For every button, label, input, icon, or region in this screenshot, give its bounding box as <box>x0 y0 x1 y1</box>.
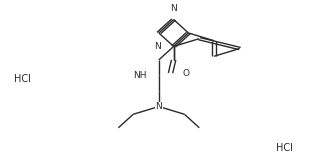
Text: N: N <box>170 4 177 13</box>
Text: N: N <box>154 42 161 51</box>
Text: O: O <box>183 69 190 78</box>
Text: HCl: HCl <box>14 74 31 84</box>
Text: NH: NH <box>133 71 146 80</box>
Text: HCl: HCl <box>276 143 293 153</box>
Text: N: N <box>156 102 162 111</box>
